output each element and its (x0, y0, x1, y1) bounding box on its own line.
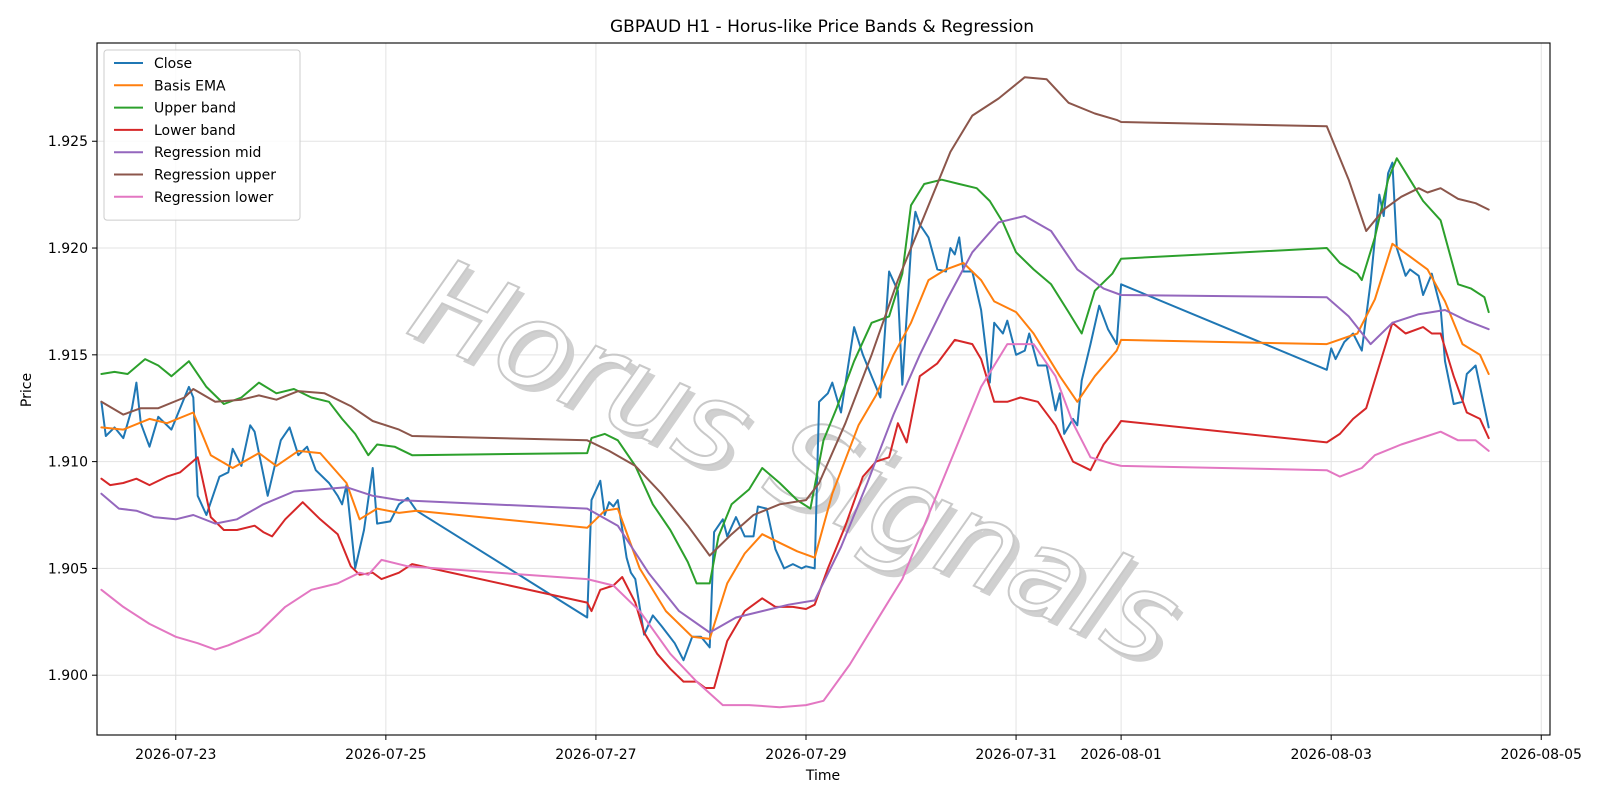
series-regression-upper (100, 76, 1490, 557)
series-upper-band (100, 157, 1490, 585)
series-regression-mid (100, 215, 1490, 634)
legend-box (103, 49, 301, 221)
series-lower-band (100, 321, 1490, 689)
x-tick-label: 2026-07-23 (135, 747, 216, 763)
series-basis-ema (100, 242, 1490, 640)
x-tick-label: 2026-08-01 (1080, 747, 1161, 763)
legend-label: Regression lower (154, 190, 274, 206)
x-tick-label: 2026-07-31 (975, 747, 1056, 763)
y-tick-label: 1.900 (48, 668, 88, 684)
legend-label: Regression mid (154, 145, 261, 161)
legend-label: Upper band (154, 101, 236, 117)
x-tick-label: 2026-07-25 (345, 747, 426, 763)
series-regression-lower (100, 343, 1490, 709)
x-axis-ticks: 2026-07-23 2026-07-25 2026-07-27 2026-07-29… (135, 735, 1582, 763)
legend-label: Regression upper (154, 168, 276, 184)
grid-lines (97, 43, 1550, 735)
y-tick-label: 1.905 (48, 561, 88, 577)
legend-label: Basis EMA (154, 78, 226, 94)
x-tick-label: 2026-08-03 (1290, 747, 1371, 763)
legend: Close Basis EMA Upper band Lower band Regres… (103, 49, 301, 221)
legend-label: Lower band (154, 123, 236, 139)
y-tick-label: 1.915 (48, 348, 88, 364)
y-axis-label: Price (19, 373, 35, 407)
y-axis-ticks: 1.900 1.905 1.910 1.915 1.920 1.925 (48, 134, 97, 684)
y-tick-label: 1.920 (48, 241, 88, 257)
x-axis-label: Time (805, 768, 840, 784)
x-tick-label: 2026-07-29 (765, 747, 846, 763)
series-lines (100, 76, 1490, 709)
plot-frame (96, 42, 1551, 736)
chart-title: GBPAUD H1 - Horus-like Price Bands & Reg… (610, 17, 1034, 37)
y-tick-label: 1.910 (48, 455, 88, 471)
legend-label: Close (154, 56, 192, 72)
x-tick-label: 2026-07-27 (555, 747, 636, 763)
series-close (100, 161, 1490, 662)
x-tick-label: 2026-08-05 (1501, 747, 1582, 763)
y-tick-label: 1.925 (48, 134, 88, 150)
